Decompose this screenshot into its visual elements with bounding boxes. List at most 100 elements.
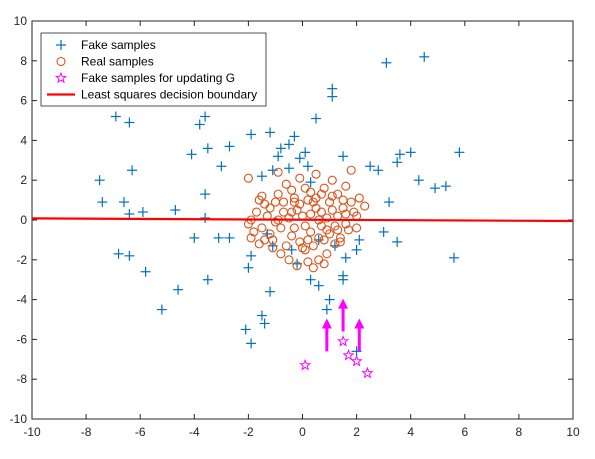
real-sample-point <box>265 229 275 239</box>
real-sample-point <box>308 263 318 273</box>
real-sample-point <box>319 259 329 269</box>
fake-sample-point <box>381 57 392 68</box>
real-sample-point <box>303 257 313 267</box>
real-sample-point <box>316 221 326 231</box>
real-sample-point <box>300 245 310 255</box>
legend-item: Fake samples for updating G <box>54 71 235 85</box>
fake-sample-point <box>170 205 181 216</box>
y-tick-label: 8 <box>20 54 27 68</box>
real-sample-point <box>319 235 329 245</box>
y-tick-label: 0 <box>20 213 27 227</box>
real-sample-point <box>284 255 294 265</box>
fake-sample-point <box>305 177 316 188</box>
real-sample-point <box>322 249 332 259</box>
real-sample-point <box>287 207 297 217</box>
fake-sample-point <box>378 226 389 237</box>
fake-sample-point <box>265 286 276 297</box>
real-sample-point <box>276 249 286 259</box>
fake-sample-point <box>430 183 441 194</box>
real-sample-point <box>352 223 362 233</box>
real-sample-point <box>295 237 305 247</box>
fake-sample-point <box>324 294 335 305</box>
fake-sample-point <box>454 147 465 158</box>
legend-marker-swatch <box>56 56 66 67</box>
legend-label: Fake samples for updating G <box>81 71 235 85</box>
fake-sample-point <box>394 149 405 160</box>
real-sample-point <box>303 235 313 245</box>
legend-item: Real samples <box>56 55 154 69</box>
real-sample-point <box>330 239 340 249</box>
x-tick-label: 8 <box>516 425 523 439</box>
real-sample-point <box>335 237 345 247</box>
real-sample-point <box>303 195 313 205</box>
fake-sample-point <box>246 338 257 349</box>
fake-sample-point <box>273 151 284 162</box>
fake-sample-point <box>384 197 395 208</box>
real-sample-point <box>311 169 321 179</box>
real-sample-point <box>246 233 256 243</box>
fake-sample-point <box>338 151 349 162</box>
update-sample-point <box>299 358 312 371</box>
real-sample-point <box>316 207 326 217</box>
fake-sample-point <box>419 51 430 62</box>
decision-boundary-line <box>31 217 574 223</box>
fake-sample-point <box>256 310 267 321</box>
series-plus <box>94 51 465 357</box>
real-sample-point <box>289 197 299 207</box>
fake-sample-point <box>313 280 324 291</box>
fake-sample-point <box>186 149 197 160</box>
fake-sample-point <box>202 143 213 154</box>
fake-sample-point <box>213 232 224 243</box>
x-tick-label: 10 <box>566 425 580 439</box>
arrow-head <box>354 318 365 329</box>
real-sample-point <box>284 213 294 223</box>
fake-sample-point <box>124 250 135 261</box>
fake-sample-point <box>137 207 148 218</box>
y-axis-ticks: -10 -8 -6 -4 -2 0 2 4 6 8 10 <box>10 14 573 426</box>
fake-sample-point <box>127 165 138 176</box>
fake-sample-point <box>194 119 205 130</box>
legend-label: Fake samples <box>81 38 156 52</box>
fake-sample-point <box>351 244 362 255</box>
fake-sample-point <box>302 161 313 172</box>
real-sample-point <box>249 227 259 237</box>
legend-items: Fake samples Real samples Fake samples for… <box>47 38 257 102</box>
fake-sample-point <box>405 147 416 158</box>
real-sample-point <box>333 225 343 235</box>
fake-sample-point <box>265 127 276 138</box>
fake-sample-point <box>354 234 365 245</box>
fake-sample-point <box>327 91 338 102</box>
fake-sample-point <box>373 165 384 176</box>
fake-sample-point <box>200 111 211 122</box>
series-star <box>299 334 374 379</box>
real-sample-point <box>306 209 316 219</box>
fake-sample-point <box>124 209 135 220</box>
real-sample-point <box>257 223 267 233</box>
fake-sample-point <box>340 252 351 263</box>
y-tick-label: -10 <box>10 412 28 426</box>
fake-sample-point <box>300 147 311 158</box>
fake-sample-point <box>256 171 267 182</box>
fake-sample-point <box>140 266 151 277</box>
fake-sample-point <box>392 236 403 247</box>
fake-sample-point <box>189 232 200 243</box>
real-sample-point <box>322 213 332 223</box>
real-sample-point <box>306 227 316 237</box>
fake-sample-point <box>259 318 270 329</box>
fake-sample-point <box>216 161 227 172</box>
fake-sample-point <box>243 262 254 273</box>
y-tick-label: 10 <box>14 14 28 28</box>
fake-sample-point <box>118 197 129 208</box>
fake-sample-point <box>246 250 257 261</box>
real-sample-point <box>287 185 297 195</box>
y-tick-label: 2 <box>20 173 27 187</box>
x-tick-label: -8 <box>81 425 92 439</box>
real-sample-point <box>292 261 302 271</box>
fake-sample-point <box>365 161 376 172</box>
real-sample-point <box>300 221 310 231</box>
legend: Fake samples Real samples Fake samples for… <box>40 32 267 107</box>
fake-sample-point <box>289 131 300 142</box>
real-sample-point <box>273 189 283 199</box>
y-tick-label: 6 <box>20 94 27 108</box>
real-sample-point <box>308 241 318 251</box>
